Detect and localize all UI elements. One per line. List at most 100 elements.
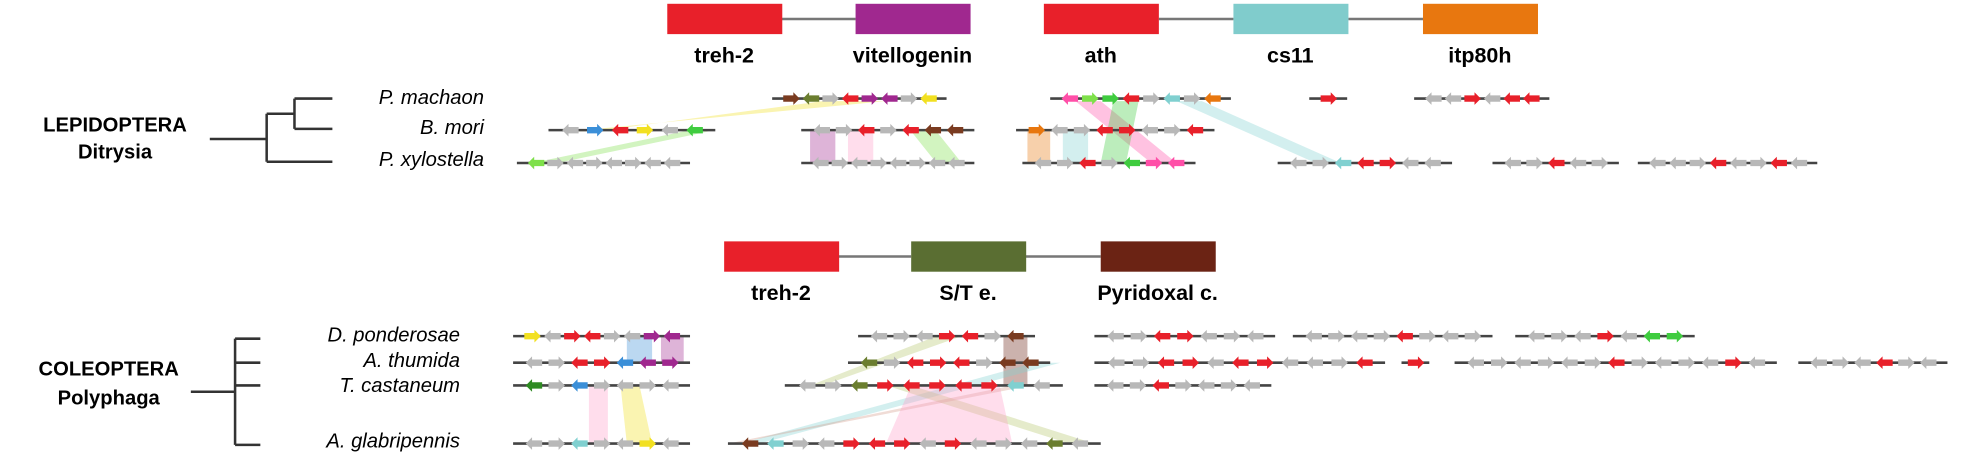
gene-arrow (948, 156, 965, 170)
gene-track (1798, 356, 1948, 370)
gene-arrow (1107, 329, 1124, 343)
gene-arrow (566, 156, 584, 170)
synteny-ribbon (847, 131, 874, 164)
gene-track (1515, 329, 1695, 343)
gene-arrow (1152, 379, 1169, 392)
gene-arrow (636, 123, 654, 137)
gene-arrow (843, 437, 860, 450)
gene-arrow (976, 356, 993, 370)
gene-arrow (1441, 329, 1459, 343)
gene-arrow (1424, 156, 1441, 170)
synteny-ribbon (569, 101, 886, 132)
species-label: P. xylostella (379, 149, 484, 171)
gene-arrow (623, 329, 641, 343)
gene-arrow (1597, 329, 1614, 343)
gene-arrow (916, 329, 933, 343)
gene-arrow (662, 356, 679, 370)
clade-label: Ditrysia (78, 141, 153, 163)
gene-arrow (813, 123, 831, 137)
gene-arrow (924, 123, 942, 137)
synteny-ribbon (885, 385, 1095, 444)
gene-arrow (1574, 329, 1591, 343)
gene-arrow (1419, 329, 1436, 343)
gene-arrow (1281, 356, 1299, 370)
gene-arrow (799, 379, 816, 392)
gene-arrow (938, 329, 956, 343)
gene-arrow (1832, 356, 1849, 370)
gene-arrow (1108, 356, 1125, 370)
gene-arrow (1034, 156, 1052, 170)
gene-arrow (883, 356, 901, 370)
synteny-ribbon (810, 131, 836, 164)
gene-arrow (1504, 156, 1522, 170)
gene-track (1022, 156, 1196, 170)
gene-arrow (662, 437, 679, 450)
gene-arrow (525, 356, 543, 370)
gene-arrow (825, 379, 842, 392)
gene-arrow (880, 123, 897, 137)
gene-arrow (792, 437, 810, 450)
gene-arrow (1730, 156, 1747, 170)
phylogeny-tree (190, 337, 261, 447)
gene-arrow (548, 356, 565, 370)
gene-arrow (586, 156, 603, 170)
species-label: D. ponderosae (327, 324, 460, 346)
gene-arrow (860, 356, 878, 370)
gene-arrow (1331, 356, 1348, 370)
order-label: COLEOPTERA (39, 359, 180, 381)
gene-arrow (603, 329, 621, 343)
gene-track (784, 379, 1063, 392)
gene-arrow (1523, 92, 1540, 105)
gene-arrow (527, 156, 545, 170)
gene-track (1637, 156, 1818, 170)
gene-arrow (639, 356, 656, 370)
gene-arrow (1101, 156, 1118, 170)
gene-track (727, 437, 1101, 450)
gene-track (513, 379, 691, 392)
gene-arrow (1157, 356, 1175, 370)
gene-track (1277, 156, 1453, 170)
gene-arrow (970, 437, 987, 450)
gene-arrow (584, 329, 601, 343)
gene-label: treh-2 (751, 281, 811, 305)
gene-arrow (1620, 329, 1637, 343)
gene-arrow (1186, 123, 1204, 137)
gene-arrow (663, 156, 681, 170)
gene-arrow (783, 92, 800, 105)
gene-arrow (1490, 356, 1508, 370)
gene-arrow (1164, 123, 1181, 137)
gene-arrow (1046, 437, 1063, 450)
gene-arrow (663, 329, 681, 343)
gene-box (1233, 3, 1349, 35)
gene-arrow (802, 92, 820, 105)
gene-arrow (870, 156, 887, 170)
gene-arrow (1198, 379, 1215, 392)
gene-arrow (587, 123, 604, 137)
gene-arrow (1056, 156, 1074, 170)
gene-arrow (1247, 329, 1264, 343)
gene-arrow (611, 123, 629, 137)
gene-track (801, 156, 975, 170)
gene-track (513, 356, 691, 370)
gene-arrow (1123, 156, 1141, 170)
synteny-ribbon (740, 362, 1061, 444)
gene-track (1016, 123, 1215, 137)
gene-track (548, 123, 716, 137)
gene-arrow (524, 329, 541, 343)
gene-track (801, 123, 975, 137)
gene-track (1454, 356, 1777, 370)
gene-box (667, 3, 783, 35)
gene-arrow (920, 92, 937, 105)
synteny-ribbon (1176, 101, 1341, 164)
synteny-ribbon (1062, 131, 1089, 164)
gene-arrow (822, 92, 839, 105)
gene-arrow (1689, 156, 1707, 170)
gene-arrow (929, 356, 947, 370)
gene-arrow (1082, 92, 1099, 105)
gene-label: itp80h (1448, 44, 1511, 68)
gene-arrow (1177, 329, 1194, 343)
gene-arrow (893, 329, 910, 343)
gene-arrow (1223, 329, 1241, 343)
gene-arrow (870, 329, 888, 343)
gene-arrow (1153, 329, 1171, 343)
